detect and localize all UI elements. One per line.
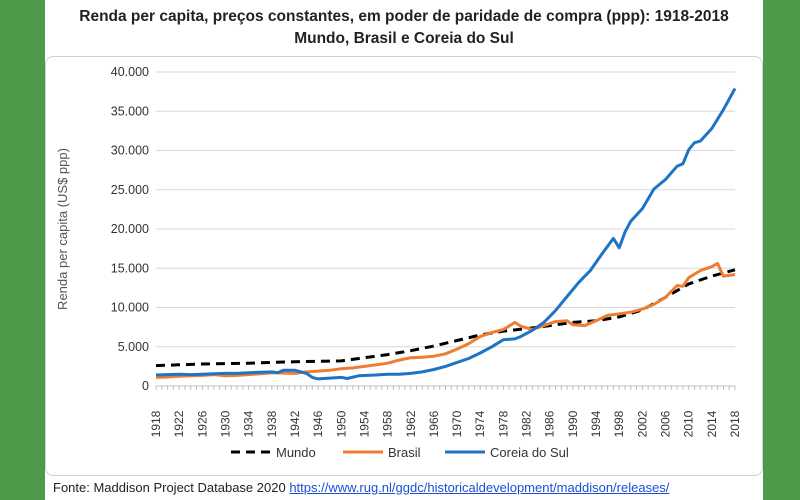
y-tick-label: 35.000: [111, 104, 149, 118]
chart-frame: [45, 56, 763, 476]
chart-panel: Renda per capita, preços constantes, em …: [45, 0, 763, 500]
x-tick-label: 2014: [705, 410, 719, 437]
x-tick-label: 1998: [612, 410, 626, 437]
x-tick-label: 1926: [195, 410, 209, 437]
x-tick-label: 1934: [242, 410, 256, 437]
x-tick-label: 1938: [265, 410, 279, 437]
x-tick-label: 1986: [543, 410, 557, 437]
x-tick-label: 1982: [520, 410, 534, 437]
source-link[interactable]: https://www.rug.nl/ggdc/historicaldevelo…: [289, 480, 670, 495]
y-axis-label: Renda per capita (US$ ppp): [55, 148, 70, 310]
x-tick-label: 2010: [682, 410, 696, 437]
series-line-coreia-do-sul: [155, 87, 737, 381]
line-chart: 0 5.000 10.000 15.000 20.000 25.000 30.000 35.0…: [55, 65, 742, 460]
chart-title: Renda per capita, preços constantes, em …: [45, 6, 763, 50]
source-label: Fonte: Maddison Project Database 2020: [53, 480, 286, 495]
x-tick-label: 1966: [427, 410, 441, 437]
x-tick-label: 1950: [334, 410, 348, 437]
x-tick-label: 1958: [381, 410, 395, 437]
series-line-brasil: [155, 262, 736, 379]
x-tick-label: 1978: [496, 410, 510, 437]
x-tick-label: 1954: [357, 410, 371, 437]
y-tick-label: 0: [142, 379, 149, 393]
x-tick-label: 1994: [589, 410, 603, 437]
x-tick-label: 1974: [473, 410, 487, 437]
y-tick-label: 25.000: [111, 183, 149, 197]
x-tick-label: 1918: [149, 410, 163, 437]
y-tick-label: 5.000: [118, 340, 149, 354]
x-tick-label: 1946: [311, 410, 325, 437]
x-tick-label: 2018: [728, 410, 742, 437]
legend-label: Coreia do Sul: [490, 445, 569, 460]
source-note: Fonte: Maddison Project Database 2020 ht…: [53, 480, 669, 495]
x-tick-label: 1970: [450, 410, 464, 437]
x-tick-label: 2002: [635, 410, 649, 437]
x-tick-label: 2006: [659, 410, 673, 437]
y-tick-label: 20.000: [111, 222, 149, 236]
series-line-mundo: [155, 268, 736, 368]
y-tick-label: 40.000: [111, 65, 149, 79]
x-tick-label: 1962: [404, 410, 418, 437]
y-tick-label: 10.000: [111, 301, 149, 315]
x-tick-label: 1930: [218, 410, 232, 437]
x-tick-label: 1942: [288, 410, 302, 437]
y-tick-label: 30.000: [111, 144, 149, 158]
legend-label: Brasil: [388, 445, 421, 460]
x-tick-label: 1990: [566, 410, 580, 437]
chart-title-line-2: Mundo, Brasil e Coreia do Sul: [294, 30, 514, 47]
chart-title-line-1: Renda per capita, preços constantes, em …: [79, 8, 729, 25]
x-tick-label: 1922: [172, 410, 186, 437]
y-tick-label: 15.000: [111, 261, 149, 275]
legend-label: Mundo: [276, 445, 316, 460]
